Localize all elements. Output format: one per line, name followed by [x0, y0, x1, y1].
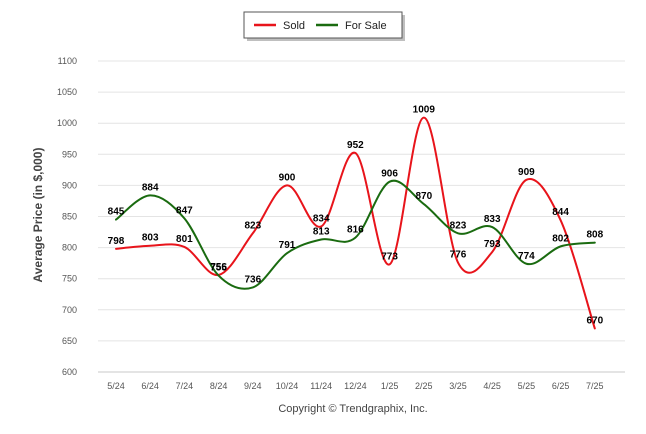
gridlines	[98, 60, 625, 373]
copyright-footer: Copyright © Trendgraphix, Inc.	[278, 403, 427, 415]
data-label-for-sale: 774	[518, 251, 535, 262]
x-tick-label: 3/25	[449, 381, 467, 391]
data-label-for-sale: 791	[279, 240, 296, 251]
y-tick-label: 600	[62, 367, 77, 377]
x-tick-label: 7/25	[586, 381, 604, 391]
data-label-sold: 801	[176, 234, 193, 245]
x-tick-label: 7/24	[176, 381, 194, 391]
y-tick-label: 1000	[57, 118, 77, 128]
data-label-for-sale: 755	[210, 263, 227, 274]
data-label-for-sale: 870	[415, 191, 432, 202]
data-label-sold: 670	[586, 315, 603, 326]
x-tick-label: 10/24	[276, 381, 299, 391]
x-tick-label: 8/24	[210, 381, 228, 391]
y-tick-label: 850	[62, 212, 77, 222]
data-label-for-sale: 802	[552, 233, 569, 244]
y-tick-label: 800	[62, 243, 77, 253]
data-label-sold: 803	[142, 233, 159, 244]
y-tick-label: 950	[62, 149, 77, 159]
data-label-for-sale: 736	[244, 274, 261, 285]
data-label-sold: 756	[210, 262, 227, 273]
x-tick-label: 9/24	[244, 381, 262, 391]
data-labels: 798 803 801 756 823 900 834 952 773 1009 776 793 909…	[108, 105, 604, 327]
data-label-for-sale: 845	[108, 207, 125, 218]
data-label-sold: 798	[108, 236, 125, 247]
data-label-sold: 776	[450, 250, 467, 261]
data-label-sold: 952	[347, 140, 364, 151]
y-tick-label: 650	[62, 336, 77, 346]
x-tick-label: 1/25	[381, 381, 399, 391]
y-axis-title: Average Price (in $,000)	[31, 148, 45, 283]
data-label-for-sale: 813	[313, 227, 330, 238]
series-lines	[115, 116, 596, 330]
x-tick-label: 6/24	[141, 381, 159, 391]
legend-label-for-sale: For Sale	[345, 20, 387, 32]
x-tick-label: 4/25	[483, 381, 501, 391]
x-tick-label: 5/25	[518, 381, 536, 391]
data-label-sold: 844	[552, 207, 569, 218]
y-tick-label: 1050	[57, 87, 77, 97]
data-label-sold: 834	[313, 213, 330, 224]
x-tick-label: 2/25	[415, 381, 433, 391]
data-label-sold: 793	[484, 239, 501, 250]
data-label-for-sale: 847	[176, 205, 193, 216]
y-tick-label: 750	[62, 274, 77, 284]
data-label-sold: 773	[381, 251, 398, 262]
legend-label-sold: Sold	[283, 20, 305, 32]
data-label-for-sale: 884	[142, 182, 159, 193]
data-label-sold: 909	[518, 167, 535, 178]
data-label-sold: 1009	[413, 105, 436, 116]
legend[interactable]: Sold For Sale	[243, 11, 405, 41]
data-label-sold: 823	[244, 220, 261, 231]
x-axis-ticks: 5/24 6/24 7/24 8/24 9/24 10/24 11/24 12/24 1/25 2…	[107, 381, 603, 391]
y-tick-label: 1100	[58, 56, 77, 66]
data-label-sold: 900	[279, 172, 296, 183]
series-line-sold	[115, 116, 596, 330]
data-label-for-sale: 808	[586, 230, 603, 241]
data-label-for-sale: 833	[484, 214, 501, 225]
data-label-for-sale: 816	[347, 225, 364, 236]
y-tick-label: 900	[62, 180, 77, 190]
x-tick-label: 11/24	[310, 381, 332, 391]
x-tick-label: 6/25	[552, 381, 570, 391]
series-line-for-sale	[115, 179, 596, 290]
y-axis-ticks: 600 650 700 750 800 850 900 950 1000 1050 1100	[57, 56, 77, 377]
data-label-for-sale: 906	[381, 169, 398, 180]
x-tick-label: 12/24	[344, 381, 367, 391]
y-tick-label: 700	[62, 305, 77, 315]
data-label-for-sale: 823	[450, 220, 467, 231]
x-tick-label: 5/24	[107, 381, 125, 391]
